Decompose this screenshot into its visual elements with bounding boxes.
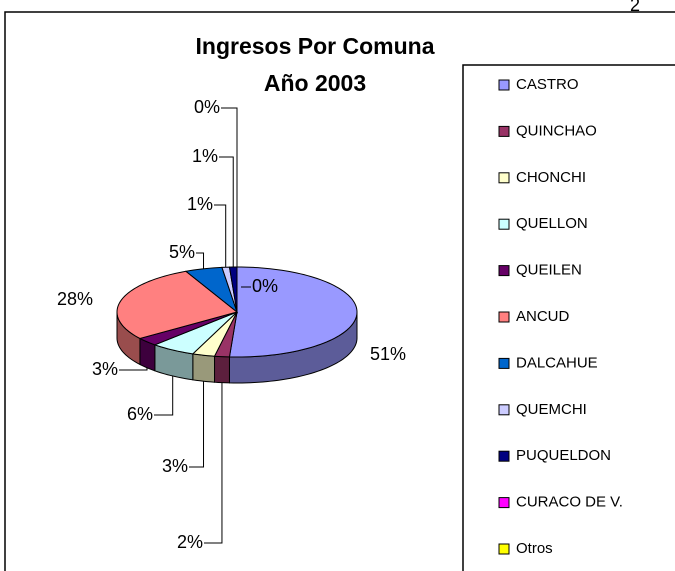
data-label: 28%: [57, 289, 93, 309]
chart-title: Ingresos Por Comuna: [196, 33, 435, 59]
leader-line: [196, 252, 205, 269]
legend-box: [462, 64, 675, 571]
legend-swatch: [498, 497, 510, 509]
slice-side: [214, 355, 230, 384]
data-label: 1%: [192, 146, 218, 166]
leader-line: [154, 375, 174, 416]
legend-swatch: [498, 265, 510, 277]
slice-side: [192, 353, 216, 383]
data-label: 5%: [169, 242, 195, 262]
legend-swatch: [498, 450, 510, 462]
slice: [228, 266, 358, 358]
slice: [116, 270, 239, 339]
slice: [184, 266, 239, 314]
legend-label: PUQUELDON: [516, 447, 611, 464]
legend-label: CURACO DE V.: [516, 494, 623, 511]
legend-swatch: [498, 79, 510, 91]
leader-line: [219, 156, 234, 268]
legend-swatch: [498, 311, 510, 323]
legend-swatch: [498, 404, 510, 416]
legend-swatch: [498, 125, 510, 137]
legend-swatch: [498, 172, 510, 184]
data-label: 2%: [177, 532, 203, 552]
leader-line: [221, 107, 238, 267]
legend-label: Otros: [516, 540, 553, 557]
chart-border: [4, 11, 675, 571]
legend-label: QUINCHAO: [516, 122, 597, 139]
legend-label: CHONCHI: [516, 169, 586, 186]
legend-swatch: [498, 218, 510, 230]
leader-line: [189, 381, 205, 468]
slice: [153, 311, 238, 355]
leader-line: [214, 204, 227, 268]
page-number: 2: [630, 0, 640, 15]
data-label: 51%: [370, 344, 406, 364]
legend-label: QUELLON: [516, 215, 588, 232]
leader-line: [119, 367, 148, 371]
chart-subtitle: Año 2003: [264, 70, 366, 96]
legend-label: QUEMCHI: [516, 401, 587, 418]
legend-label: ANCUD: [516, 308, 570, 325]
data-label: 3%: [92, 359, 118, 379]
legend-label: QUEILEN: [516, 262, 582, 279]
data-label: 0%: [194, 97, 220, 117]
legend-swatch: [498, 357, 510, 369]
legend-swatch: [498, 543, 510, 555]
slice: [138, 311, 238, 346]
legend-label: CASTRO: [516, 76, 579, 93]
data-label: 6%: [127, 404, 153, 424]
data-label: 0%: [252, 276, 278, 296]
leader-line: [204, 382, 223, 544]
legend-label: DALCAHUE: [516, 354, 598, 371]
data-label: 1%: [187, 194, 213, 214]
data-label: 3%: [162, 456, 188, 476]
